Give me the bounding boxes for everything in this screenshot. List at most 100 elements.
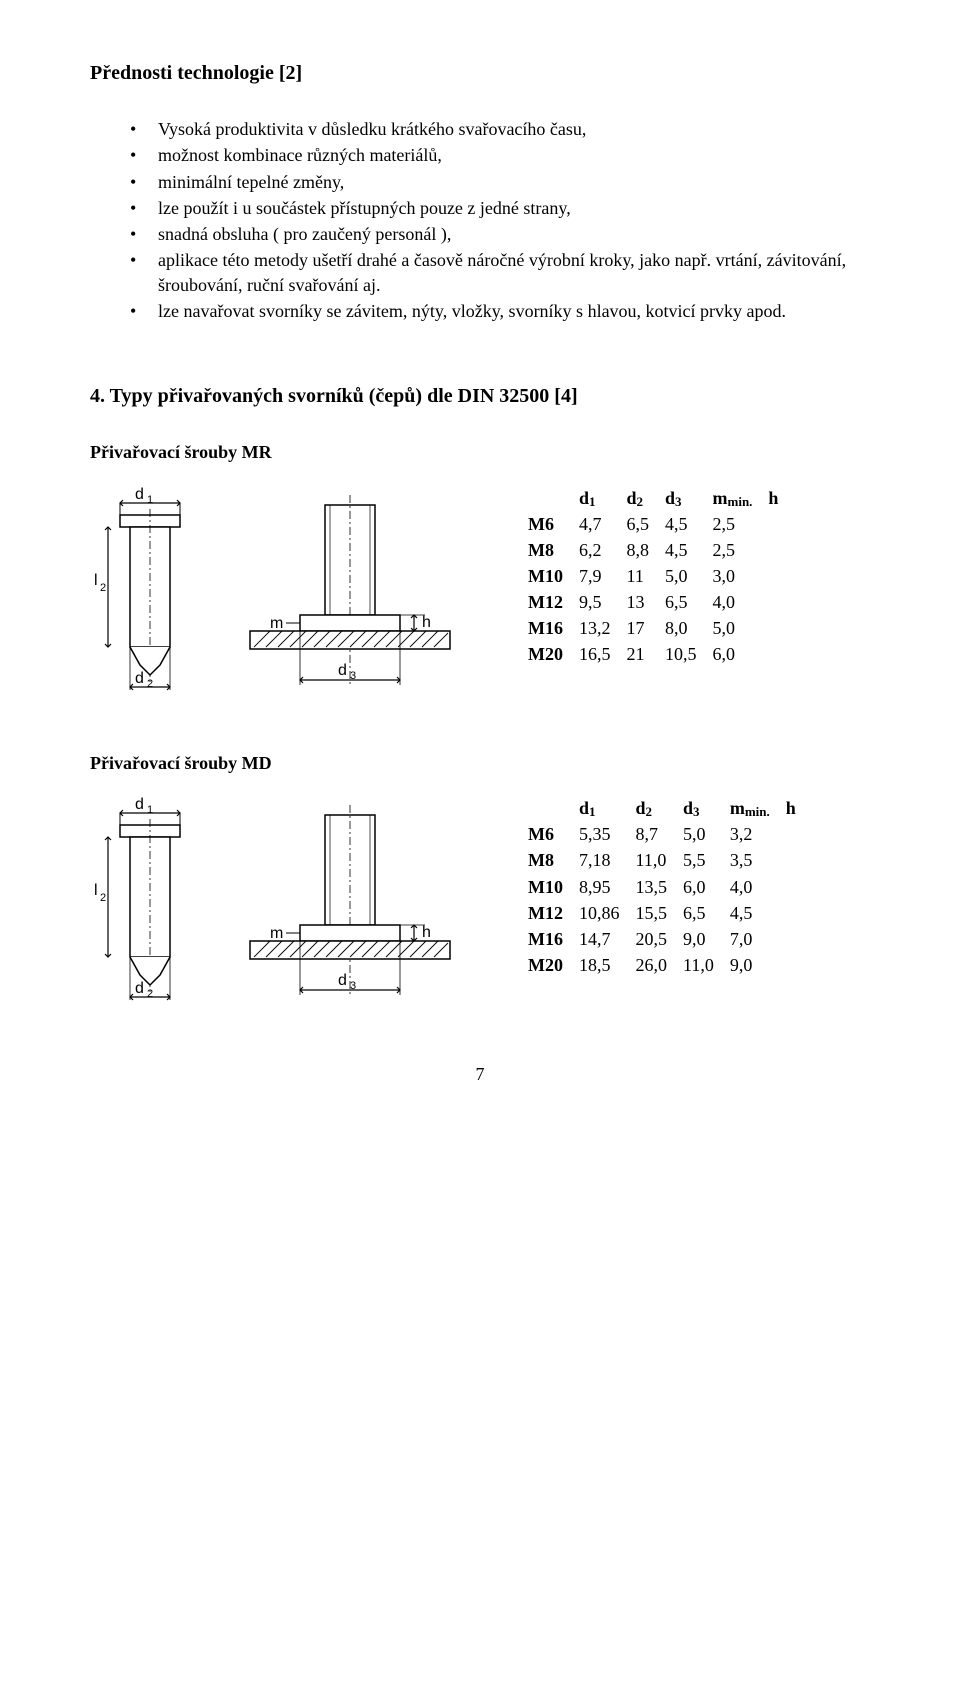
table-row: M2016,52110,56,0 [520, 641, 786, 667]
cell: 5,0 [675, 821, 722, 847]
table-row: M65,358,75,03,2 [520, 821, 804, 847]
bullet-text: minimální tepelné změny, [158, 172, 344, 192]
cell: 8,7 [628, 821, 676, 847]
col-d1-sub: 1 [589, 804, 596, 819]
page-number: 7 [90, 1062, 870, 1086]
svg-text:h: h [422, 924, 431, 941]
cell: 6,5 [619, 511, 658, 537]
cell: 6,5 [657, 589, 705, 615]
svg-text:l: l [94, 572, 98, 589]
svg-text:1: 1 [147, 494, 153, 506]
cell: 4,5 [657, 537, 705, 563]
col-d2-sub: 2 [637, 494, 644, 509]
table-row: M129,5136,54,0 [520, 589, 786, 615]
svg-text:m: m [270, 925, 283, 942]
cell: M8 [520, 847, 571, 873]
list-item: možnost kombinace různých materiálů, [130, 143, 870, 167]
table-row: M107,9115,03,0 [520, 563, 786, 589]
col-d2: d [636, 798, 646, 818]
cell: M20 [520, 641, 571, 667]
bullet-text: lze použít i u součástek přístupných pou… [158, 198, 571, 218]
svg-text:d: d [135, 670, 144, 687]
table-row: M108,9513,56,04,0 [520, 874, 804, 900]
cell: 3,0 [705, 563, 761, 589]
page-heading: Přednosti technologie [2] [90, 60, 870, 87]
cell: 3,5 [722, 847, 778, 873]
svg-text:2: 2 [147, 988, 153, 1000]
cell: 11 [619, 563, 658, 589]
cell: 20,5 [628, 926, 676, 952]
cell: M8 [520, 537, 571, 563]
cell: 4,5 [722, 900, 778, 926]
mr-row: d1 l2 d2 [90, 485, 870, 701]
list-item: Vysoká produktivita v důsledku krátkého … [130, 117, 870, 141]
cell: 9,0 [675, 926, 722, 952]
col-h: h [786, 798, 796, 818]
cell: 6,0 [705, 641, 761, 667]
mr-diagram: d1 l2 d2 [90, 485, 210, 701]
col-d3: d [665, 488, 675, 508]
bullet-text: možnost kombinace různých materiálů, [158, 145, 442, 165]
cell: M12 [520, 900, 571, 926]
cell: 26,0 [628, 952, 676, 978]
cell: 3,2 [722, 821, 778, 847]
table-row: M64,76,54,52,5 [520, 511, 786, 537]
col-d3-sub: 3 [693, 804, 700, 819]
svg-text:d: d [338, 972, 347, 989]
col-d2-sub: 2 [646, 804, 653, 819]
mr-diagram-right: m h d3 [230, 485, 460, 701]
mr-table: d1 d2 d3 mmin. h M64,76,54,52,5 M86,28,8… [520, 485, 786, 668]
col-d1-sub: 1 [589, 494, 596, 509]
cell: M6 [520, 511, 571, 537]
table-header-row: d1 d2 d3 mmin. h [520, 485, 786, 511]
svg-text:1: 1 [147, 804, 153, 816]
cell: 17 [619, 615, 658, 641]
md-title: Přivařovací šrouby MD [90, 751, 870, 775]
bullet-text: aplikace této metody ušetří drahé a časo… [158, 250, 846, 294]
cell: 14,7 [571, 926, 628, 952]
table-row: M1613,2178,05,0 [520, 615, 786, 641]
cell: 5,0 [657, 563, 705, 589]
cell: M20 [520, 952, 571, 978]
stud-right-icon: m h d3 [230, 795, 460, 1005]
cell: M6 [520, 821, 571, 847]
cell: 7,18 [571, 847, 628, 873]
cell: 2,5 [705, 537, 761, 563]
cell: 8,0 [657, 615, 705, 641]
cell: 5,35 [571, 821, 628, 847]
bullet-list: Vysoká produktivita v důsledku krátkého … [130, 117, 870, 323]
cell: 4,0 [722, 874, 778, 900]
cell: M10 [520, 874, 571, 900]
cell: 5,0 [705, 615, 761, 641]
list-item: lze navařovat svorníky se závitem, nýty,… [130, 299, 870, 323]
cell: 4,5 [657, 511, 705, 537]
list-item: snadná obsluha ( pro zaučený personál ), [130, 222, 870, 246]
cell: 6,0 [675, 874, 722, 900]
table-row: M87,1811,05,53,5 [520, 847, 804, 873]
col-d1: d [579, 798, 589, 818]
section-title: 4. Typy přivařovaných svorníků (čepů) dl… [90, 383, 870, 410]
list-item: aplikace této metody ušetří drahé a časo… [130, 248, 870, 297]
svg-text:d: d [135, 486, 144, 503]
cell: 13,5 [628, 874, 676, 900]
cell: M16 [520, 615, 571, 641]
svg-text:d: d [135, 796, 144, 813]
cell: 11,0 [628, 847, 676, 873]
svg-text:h: h [422, 614, 431, 631]
cell: 13,2 [571, 615, 619, 641]
bullet-text: snadná obsluha ( pro zaučený personál ), [158, 224, 451, 244]
cell: 16,5 [571, 641, 619, 667]
stud-left-icon: d1 l2 d2 [90, 485, 210, 695]
table-row: M1210,8615,56,54,5 [520, 900, 804, 926]
col-d3: d [683, 798, 693, 818]
table-row: M86,28,84,52,5 [520, 537, 786, 563]
md-diagram: d1 l2 d2 [90, 795, 210, 1011]
svg-text:3: 3 [350, 980, 356, 992]
cell: 6,5 [675, 900, 722, 926]
svg-text:m: m [270, 615, 283, 632]
col-h: h [768, 488, 778, 508]
cell: M16 [520, 926, 571, 952]
stud-left-icon: d1 l2 d2 [90, 795, 210, 1005]
md-table: d1 d2 d3 mmin. h M65,358,75,03,2 M87,181… [520, 795, 804, 978]
svg-text:2: 2 [100, 582, 106, 594]
